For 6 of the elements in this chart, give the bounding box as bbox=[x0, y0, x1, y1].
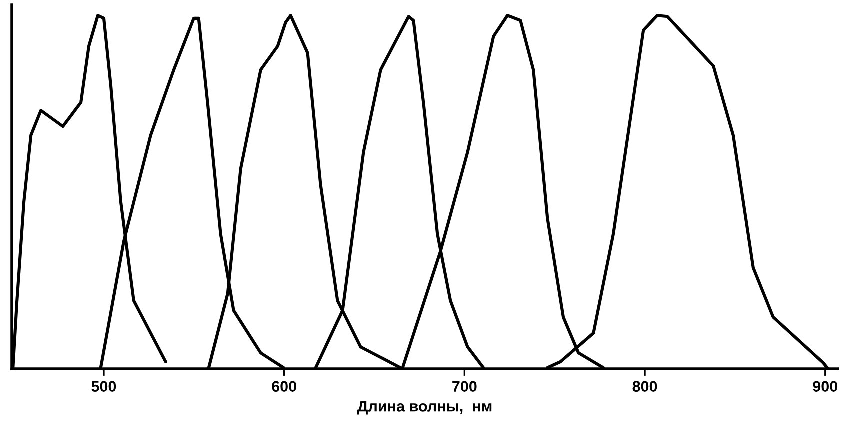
x-tick-label: 500 bbox=[92, 381, 116, 392]
x-tick-label: 800 bbox=[632, 381, 658, 392]
x-tick-label: 700 bbox=[452, 381, 477, 392]
x-tick-label: 900 bbox=[813, 381, 838, 392]
x-axis-title: Длина волны, нм bbox=[357, 401, 492, 415]
x-tick-label: 600 bbox=[272, 381, 296, 392]
